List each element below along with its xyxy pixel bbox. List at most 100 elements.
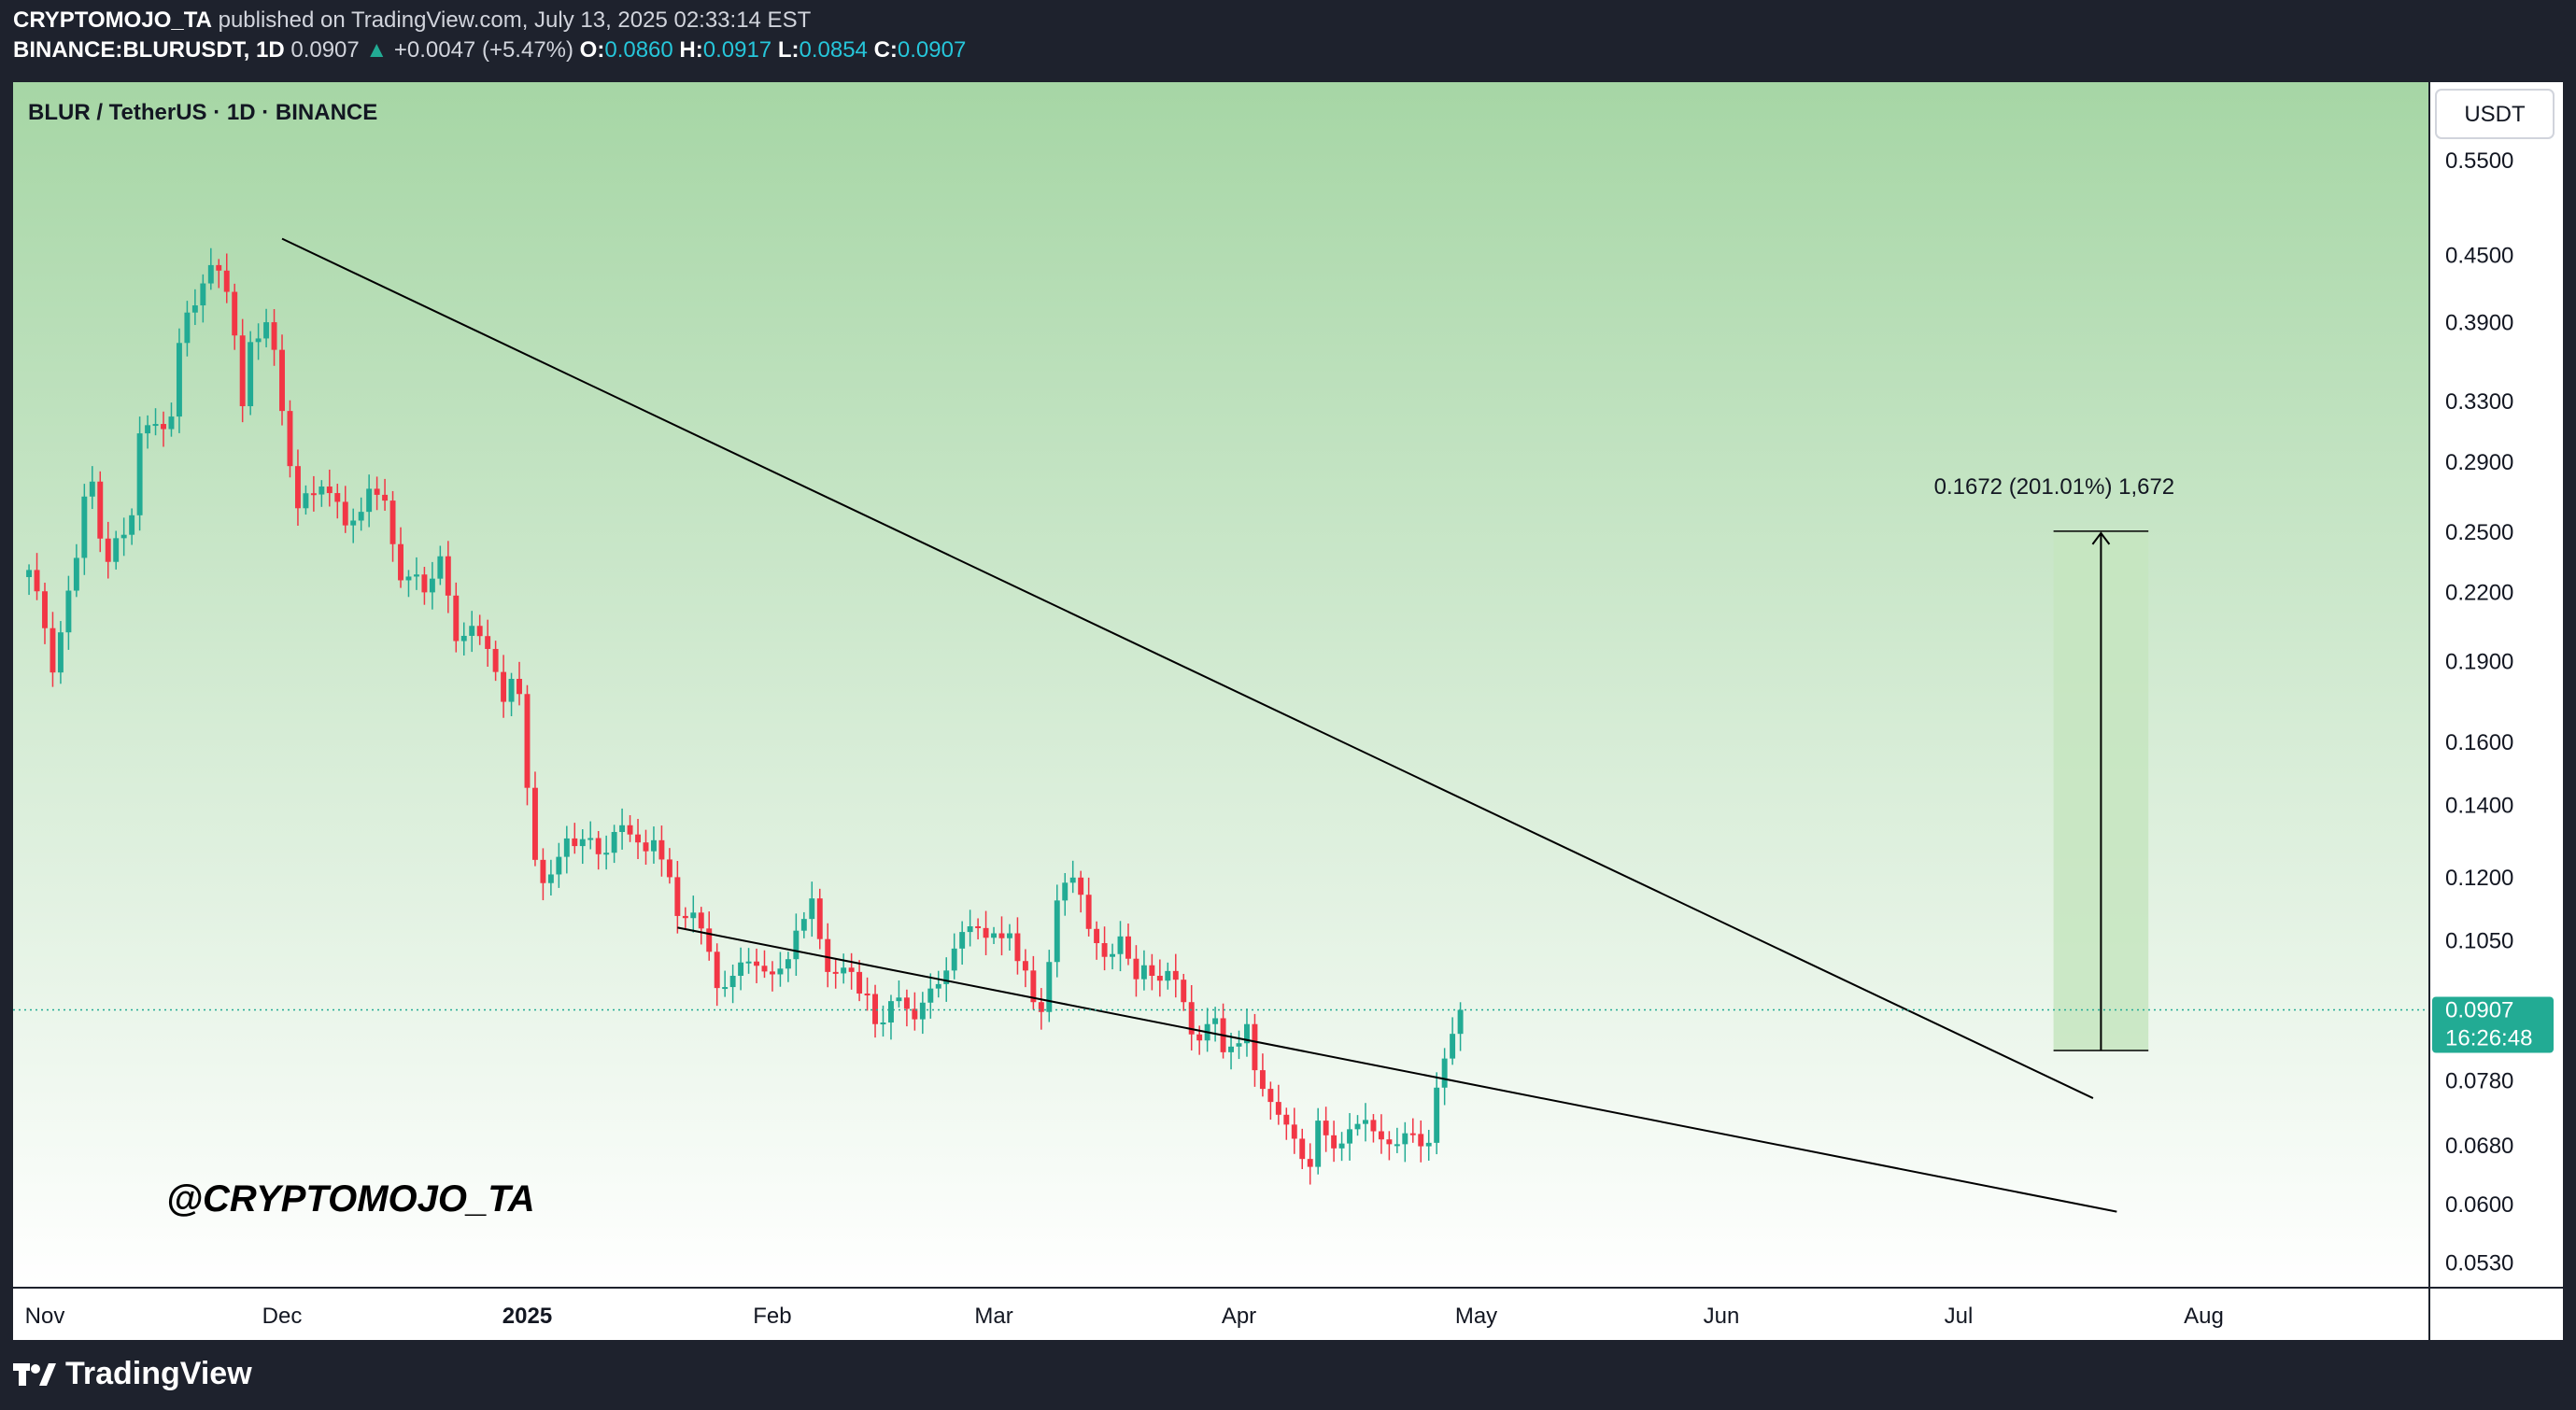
candle: [1156, 959, 1163, 997]
candle-body: [793, 930, 800, 960]
candle-body: [998, 933, 1005, 938]
candle: [136, 416, 143, 531]
candle: [1434, 1072, 1440, 1155]
candle-body: [1386, 1139, 1393, 1145]
currency-button[interactable]: USDT: [2435, 89, 2555, 139]
candle-body: [57, 632, 64, 673]
candle: [983, 910, 989, 955]
candle: [1425, 1129, 1432, 1161]
candle: [1038, 988, 1044, 1030]
candle-body: [556, 856, 562, 875]
price-axis[interactable]: 0.5500 0.4500 0.3900 0.3300 0.2900 0.2500 0.22…: [2445, 148, 2513, 1276]
candle-body: [120, 534, 127, 539]
candle-body: [761, 966, 768, 972]
candle: [1409, 1118, 1416, 1143]
candle-body: [983, 927, 989, 938]
candle: [239, 318, 246, 423]
price-tick-label: 0.4500: [2445, 243, 2513, 268]
candle-body: [1307, 1159, 1313, 1167]
candle-body: [350, 520, 357, 526]
candle: [1354, 1115, 1361, 1136]
candle: [1267, 1081, 1274, 1121]
candle: [903, 989, 910, 1027]
close-value: 0.0907: [897, 37, 967, 63]
candle-series: [26, 247, 1464, 1185]
candle-body: [294, 466, 301, 509]
candle-body: [34, 570, 40, 592]
candle: [595, 830, 602, 870]
time-tick-label: May: [1455, 1304, 1497, 1329]
candle: [1299, 1128, 1306, 1170]
close-label: C:: [873, 37, 898, 63]
candle-body: [374, 488, 380, 495]
candle: [611, 825, 617, 864]
candle: [1441, 1048, 1448, 1106]
candle: [469, 611, 475, 653]
candle: [872, 984, 878, 1038]
candle: [26, 564, 33, 596]
candle: [935, 970, 941, 998]
candle-body: [113, 538, 120, 562]
candle: [89, 466, 95, 510]
candle-body: [1434, 1087, 1440, 1143]
candle-body: [698, 912, 704, 929]
up-arrow-icon: ▲: [365, 37, 389, 63]
candle: [334, 484, 341, 519]
candle: [666, 848, 672, 884]
candle: [366, 474, 373, 528]
candle-body: [579, 839, 586, 847]
time-tick-label: Dec: [262, 1304, 303, 1329]
candle: [1347, 1113, 1353, 1161]
tradingview-logo[interactable]: TradingView: [13, 1356, 252, 1392]
candle: [1140, 950, 1147, 991]
candle-body: [476, 626, 483, 637]
time-tick-label: Jul: [1945, 1304, 1974, 1329]
candle-body: [1030, 970, 1037, 1003]
candle-body: [1181, 980, 1187, 1003]
candle-body: [50, 627, 56, 673]
candle: [825, 923, 831, 988]
candle: [745, 948, 752, 974]
currency-button-label: USDT: [2464, 102, 2526, 127]
candle: [255, 323, 262, 360]
candle-body: [595, 838, 602, 854]
candle-body: [880, 1022, 886, 1025]
candle-body: [1370, 1120, 1377, 1132]
candle-body: [991, 933, 997, 938]
candle: [508, 672, 515, 717]
candle: [793, 913, 800, 977]
candle-body: [1069, 877, 1076, 883]
candle-body: [1094, 928, 1100, 944]
low-value: 0.0854: [799, 37, 868, 63]
candle-body: [485, 636, 491, 649]
candle-body: [136, 433, 143, 515]
candle-body: [73, 557, 79, 591]
candle-body: [382, 494, 389, 501]
candle-body: [1457, 1009, 1464, 1035]
candle: [650, 826, 657, 864]
candle-body: [816, 898, 823, 939]
candle-body: [445, 556, 451, 596]
upper-trendline: [281, 237, 2094, 1099]
candle-body: [872, 994, 878, 1024]
publisher-name[interactable]: CRYPTOMOJO_TA: [13, 7, 212, 33]
candle-body: [89, 481, 95, 497]
candle-body: [1046, 962, 1053, 1012]
candle-body: [587, 838, 594, 840]
candle: [223, 253, 230, 303]
candle-body: [943, 970, 950, 984]
candle-body: [1062, 882, 1069, 901]
candle-body: [1149, 965, 1155, 977]
price-axis-background: [2430, 82, 2563, 1287]
candle-body: [547, 874, 554, 883]
candle-body: [848, 967, 855, 972]
candle-body: [935, 983, 941, 989]
candle-body: [161, 424, 166, 430]
candle: [405, 570, 412, 598]
candle-body: [279, 349, 285, 412]
candle: [517, 661, 522, 706]
time-axis[interactable]: Nov Dec 2025 Feb Mar Apr May Jun Jul Aug: [25, 1304, 2224, 1329]
candle-body: [326, 486, 333, 494]
candle-body: [1022, 961, 1028, 971]
